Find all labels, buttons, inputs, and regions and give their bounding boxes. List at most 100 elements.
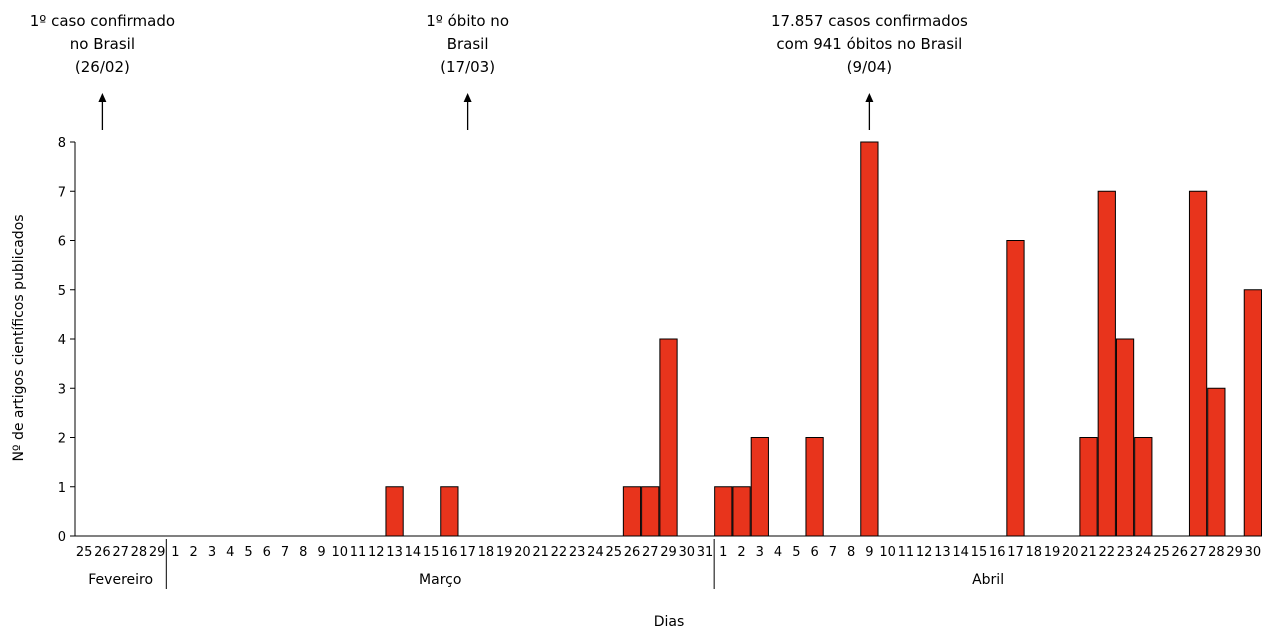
x-tick-label: 12	[916, 545, 933, 560]
annotation-text: com 941 óbitos no Brasil	[776, 35, 962, 53]
x-tick-label: 2	[190, 545, 198, 560]
bar	[1006, 240, 1025, 537]
x-tick-label: 10	[332, 545, 349, 560]
x-tick-label: 5	[244, 545, 252, 560]
x-tick-label: 14	[952, 545, 969, 560]
y-axis: 0 1 2 3 4 5 6 7 8	[58, 136, 76, 545]
x-tick-label: 7	[829, 545, 837, 560]
bars	[385, 141, 1262, 537]
y-tick-label: 4	[58, 333, 66, 348]
x-tick-label: 25	[76, 545, 93, 560]
x-tick-label: 18	[478, 545, 495, 560]
x-tick-label: 30	[678, 545, 695, 560]
x-tick-label: 26	[624, 545, 641, 560]
x-tick-label: 19	[496, 545, 513, 560]
x-tick-label: 20	[514, 545, 531, 560]
x-tick-label: 8	[847, 545, 855, 560]
bar	[1134, 437, 1153, 537]
bar	[750, 437, 769, 537]
x-tick-label: 18	[1025, 545, 1042, 560]
x-tick-label: 26	[94, 545, 111, 560]
month-label: Março	[419, 572, 461, 588]
bar	[1115, 338, 1135, 537]
y-tick-label: 6	[58, 235, 66, 250]
annotation-text: Brasil	[447, 35, 489, 53]
annotation: 17.857 casos confirmados com 941 óbitos n…	[771, 12, 968, 130]
x-tick-label: 1	[719, 545, 727, 560]
x-tick-label: 3	[756, 545, 764, 560]
x-tick-label: 30	[1245, 545, 1262, 560]
bar	[1207, 387, 1226, 537]
bar	[1079, 437, 1098, 537]
bar	[805, 437, 824, 537]
x-tick-label: 6	[810, 545, 818, 560]
x-tick-label: 25	[1153, 545, 1170, 560]
x-tick-label: 10	[879, 545, 896, 560]
x-tick-label: 12	[368, 545, 385, 560]
x-tick-label: 23	[1117, 545, 1134, 560]
bar	[732, 486, 751, 537]
x-tick-label: 11	[350, 545, 367, 560]
annotation: 1º óbito no Brasil (17/03)	[426, 12, 509, 130]
bar	[440, 486, 459, 537]
month-label: Abril	[972, 572, 1004, 588]
bar	[622, 486, 642, 537]
annotation-text: 1º caso confirmado	[30, 12, 175, 30]
x-tick-label: 15	[971, 545, 988, 560]
arrow-head	[463, 93, 472, 102]
bar	[1243, 289, 1262, 537]
annotation-text: 1º óbito no	[426, 12, 509, 30]
x-tick-label: 29	[149, 545, 166, 560]
x-axis-title: Dias	[654, 614, 685, 630]
y-tick-label: 0	[58, 530, 66, 545]
bar	[659, 338, 678, 537]
bar	[1097, 190, 1116, 537]
x-tick-label: 16	[989, 545, 1006, 560]
bar	[714, 486, 733, 537]
x-tick-label: 5	[792, 545, 800, 560]
x-tick-label: 1	[171, 545, 179, 560]
x-tick-label: 8	[299, 545, 307, 560]
x-tick-label: 20	[1062, 545, 1079, 560]
x-axis: 25 26 27 28 29 1 2 3 4 5 6 7 8 9 10 11 12 13 14 15 16 17 18 19 2…	[75, 535, 1262, 589]
arrow-head	[98, 93, 107, 102]
annotation: 1º caso confirmado no Brasil (26/02)	[30, 12, 175, 130]
x-tick-label: 22	[551, 545, 568, 560]
x-tick-label: 11	[898, 545, 915, 560]
bar	[641, 486, 660, 537]
y-tick-label: 7	[58, 185, 66, 200]
x-tick-label: 31	[697, 545, 714, 560]
x-tick-label: 6	[263, 545, 271, 560]
x-tick-label: 14	[405, 545, 422, 560]
x-tick-label: 3	[208, 545, 216, 560]
x-tick-label: 25	[605, 545, 622, 560]
annotation-text: (9/04)	[847, 58, 892, 76]
annotation-text: 17.857 casos confirmados	[771, 12, 968, 30]
annotation-text: (17/03)	[440, 58, 495, 76]
x-tick-label: 4	[774, 545, 782, 560]
x-tick-label: 23	[569, 545, 586, 560]
x-tick-label: 9	[865, 545, 873, 560]
x-tick-label: 29	[1226, 545, 1243, 560]
x-tick-label: 21	[1080, 545, 1097, 560]
x-tick-label: 17	[459, 545, 476, 560]
arrow-head	[865, 93, 874, 102]
bar	[1188, 190, 1208, 537]
x-tick-label: 26	[1172, 545, 1189, 560]
x-tick-label: 29	[660, 545, 677, 560]
annotations: 1º caso confirmado no Brasil (26/02) 1º óbi…	[30, 12, 968, 130]
annotation-text: (26/02)	[75, 58, 130, 76]
x-tick-label: 27	[1190, 545, 1207, 560]
y-tick-label: 3	[58, 382, 66, 397]
x-tick-label: 17	[1007, 545, 1024, 560]
x-tick-label: 21	[532, 545, 549, 560]
x-tick-label: 15	[423, 545, 440, 560]
y-tick-label: 8	[58, 136, 66, 151]
annotation-text: no Brasil	[70, 35, 135, 53]
x-tick-label: 22	[1099, 545, 1116, 560]
bar	[385, 486, 404, 537]
x-tick-label: 27	[642, 545, 659, 560]
x-tick-label: 24	[587, 545, 604, 560]
x-tick-label: 28	[1208, 545, 1225, 560]
